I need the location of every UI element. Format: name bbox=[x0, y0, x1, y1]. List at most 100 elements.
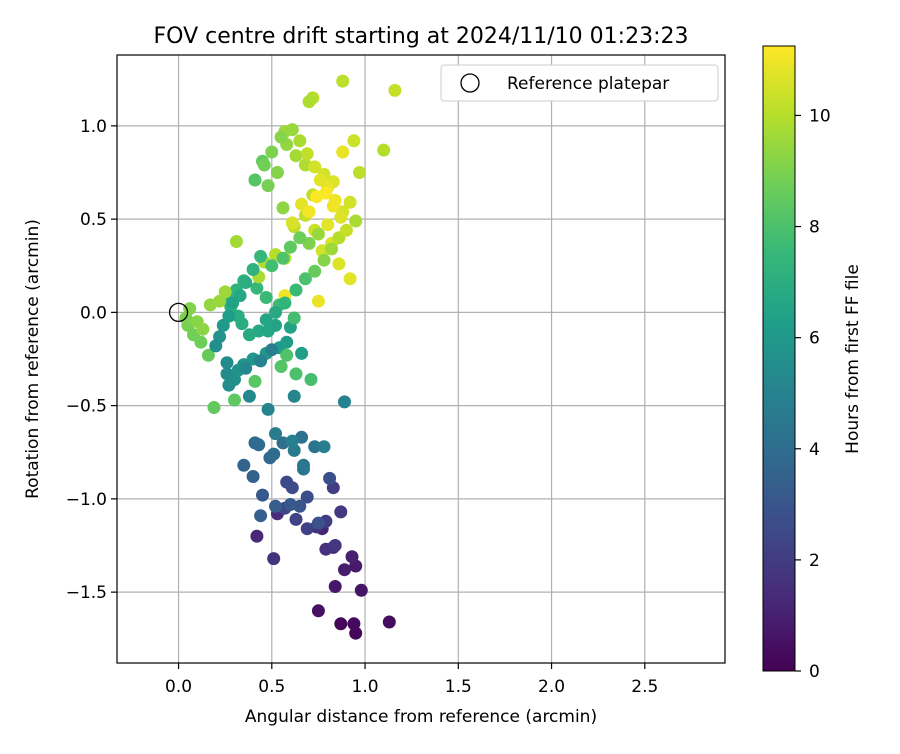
data-point bbox=[228, 393, 241, 407]
data-point bbox=[265, 145, 279, 159]
data-point bbox=[300, 522, 314, 536]
reference-platepar-marker bbox=[168, 302, 189, 323]
data-point bbox=[250, 529, 264, 543]
data-point bbox=[343, 195, 357, 209]
legend-marker-icon bbox=[460, 73, 480, 93]
data-point bbox=[300, 490, 314, 504]
data-point bbox=[280, 348, 294, 362]
data-point bbox=[242, 328, 256, 342]
data-point bbox=[285, 481, 299, 495]
data-point bbox=[229, 235, 243, 248]
data-point bbox=[321, 218, 335, 232]
data-point bbox=[257, 158, 271, 172]
data-point bbox=[196, 322, 210, 336]
data-point bbox=[246, 263, 260, 276]
data-point bbox=[293, 231, 307, 245]
data-point bbox=[334, 505, 348, 519]
data-point bbox=[248, 374, 262, 388]
data-point bbox=[313, 173, 327, 187]
colorbar-tick-label: 4 bbox=[809, 440, 820, 460]
colorbar-ticks: 0 2 4 6 8 10 bbox=[795, 106, 831, 682]
data-point bbox=[289, 283, 303, 297]
data-point bbox=[239, 276, 253, 289]
y-tick-label: −1.0 bbox=[66, 490, 107, 510]
data-point bbox=[276, 201, 290, 215]
data-point bbox=[304, 373, 318, 386]
data-point bbox=[261, 324, 275, 338]
x-tick-label: 1.0 bbox=[352, 677, 379, 697]
data-point bbox=[302, 205, 316, 219]
data-point bbox=[269, 305, 282, 319]
data-point bbox=[226, 296, 240, 310]
data-point bbox=[276, 251, 290, 265]
plot-frame bbox=[116, 54, 726, 664]
data-point bbox=[216, 318, 230, 332]
data-point bbox=[289, 367, 303, 381]
data-point bbox=[201, 348, 215, 362]
colorbar-tick-label: 10 bbox=[809, 106, 831, 126]
x-tick-label: 2.5 bbox=[631, 677, 658, 697]
data-point bbox=[311, 604, 325, 618]
data-point bbox=[207, 401, 221, 414]
y-tick-label: −1.5 bbox=[66, 583, 107, 603]
data-point bbox=[270, 166, 284, 179]
x-tick-label: 2.0 bbox=[538, 677, 565, 697]
data-point bbox=[231, 309, 245, 323]
data-point bbox=[308, 160, 322, 174]
data-point bbox=[353, 166, 366, 179]
y-tick-label: −0.5 bbox=[66, 397, 107, 417]
data-point bbox=[218, 285, 232, 299]
data-point bbox=[311, 516, 325, 530]
x-tick-label: 0.5 bbox=[258, 677, 285, 697]
data-point bbox=[209, 339, 223, 353]
colorbar-tick-label: 8 bbox=[809, 218, 820, 238]
data-point bbox=[289, 512, 303, 526]
data-point bbox=[347, 617, 361, 631]
data-point bbox=[336, 74, 350, 88]
data-point bbox=[388, 83, 402, 97]
data-point bbox=[319, 186, 333, 200]
data-point bbox=[323, 471, 337, 485]
y-tick-label: 1.0 bbox=[80, 117, 107, 137]
data-point bbox=[317, 253, 331, 267]
data-point bbox=[347, 134, 361, 148]
data-point bbox=[293, 134, 307, 148]
colorbar-label: Hours from first FF file bbox=[843, 264, 863, 454]
data-point bbox=[354, 583, 368, 597]
data-points bbox=[179, 74, 402, 640]
data-point bbox=[261, 402, 275, 416]
y-tick-label: 0.5 bbox=[80, 210, 107, 230]
data-point bbox=[248, 173, 262, 187]
data-point bbox=[326, 199, 340, 213]
data-point bbox=[285, 434, 299, 448]
data-point bbox=[300, 147, 314, 161]
data-point bbox=[343, 272, 357, 286]
data-point bbox=[377, 143, 391, 157]
y-axis-label: Rotation from reference (arcmin) bbox=[23, 219, 43, 499]
data-point bbox=[325, 242, 338, 256]
data-point bbox=[252, 438, 266, 452]
data-point bbox=[349, 214, 363, 228]
data-point bbox=[287, 389, 301, 403]
data-point bbox=[295, 346, 309, 360]
data-point bbox=[308, 440, 322, 454]
x-axis-label: Angular distance from reference (arcmin) bbox=[245, 707, 597, 727]
legend: Reference platepar bbox=[440, 64, 719, 102]
colorbar bbox=[762, 45, 796, 672]
data-point bbox=[254, 509, 268, 523]
data-point bbox=[259, 313, 273, 327]
data-point bbox=[334, 617, 348, 631]
data-point bbox=[328, 580, 342, 593]
data-point bbox=[250, 281, 264, 295]
data-point bbox=[274, 130, 288, 144]
data-point bbox=[183, 302, 197, 316]
data-point bbox=[339, 223, 353, 237]
data-point bbox=[311, 294, 325, 308]
data-point bbox=[261, 179, 275, 193]
data-point bbox=[289, 149, 303, 163]
data-point bbox=[308, 264, 322, 278]
data-point bbox=[334, 210, 348, 224]
data-point bbox=[242, 389, 256, 403]
